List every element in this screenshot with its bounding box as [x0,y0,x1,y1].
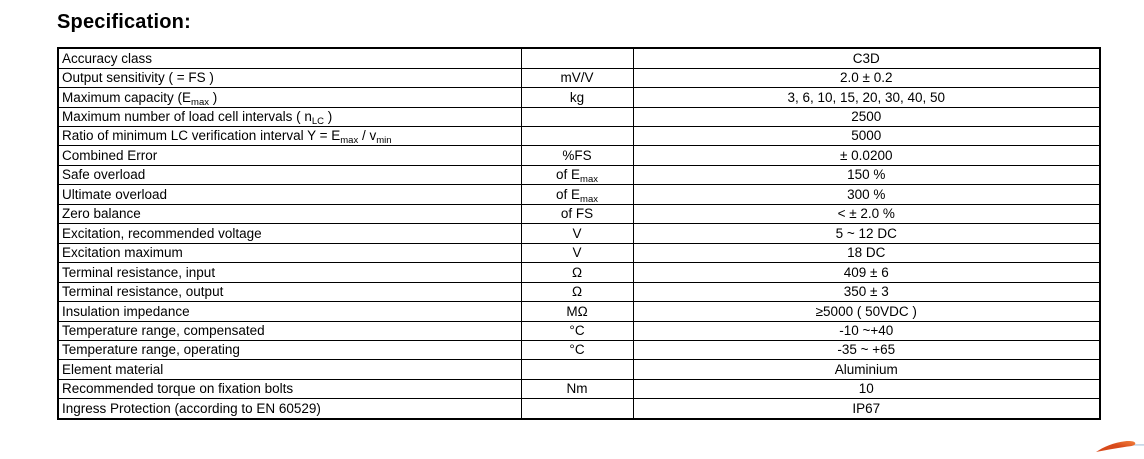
page-title: Specification: [57,11,191,33]
spec-value-cell: 5 ~ 12 DC [632,223,1101,244]
spec-unit-cell [520,398,634,420]
spec-unit-cell: V [520,223,634,244]
spec-value-cell: 10 [632,378,1101,400]
spec-label-cell: Safe overload [57,164,522,186]
spec-unit-cell: mV/V [520,67,634,89]
spec-label-cell: Element material [57,359,522,380]
table-row: Maximum number of load cell intervals ( … [57,106,1101,127]
table-row: Accuracy class C3D [57,47,1101,69]
spec-value-cell: -35 ~ +65 [632,339,1101,361]
spec-value-cell: Aluminium [632,359,1101,380]
spec-value-cell: 5000 [632,125,1101,147]
spec-label-cell: Ultimate overload [57,184,522,205]
table-row: Combined Error %FS ± 0.0200 [57,145,1101,166]
spec-unit-cell: %FS [520,145,634,166]
spec-label-cell: Ratio of minimum LC verification interva… [57,125,522,147]
table-row: Zero balance of FS < ± 2.0 % [57,203,1101,225]
spec-unit-cell [520,106,634,127]
brand-swoosh-icon [1094,437,1144,454]
spec-label-cell: Ingress Protection (according to EN 6052… [57,398,522,420]
spec-value-cell: 300 % [632,184,1101,205]
spec-unit-cell: Nm [520,378,634,400]
table-row: Safe overload of Emax 150 % [57,164,1101,186]
spec-label-cell: Zero balance [57,203,522,225]
table-row: Ratio of minimum LC verification interva… [57,125,1101,147]
spec-unit-cell: kg [520,87,634,108]
spec-unit-cell: of Emax [520,184,634,205]
spec-unit-cell [520,47,634,69]
spec-label-cell: Combined Error [57,145,522,166]
spec-unit-cell: of Emax [520,164,634,186]
spec-value-cell: 18 DC [632,242,1101,264]
spec-label-cell: Maximum number of load cell intervals ( … [57,106,522,127]
spec-unit-cell: Ω [520,281,634,303]
spec-label-cell: Recommended torque on fixation bolts [57,378,522,400]
spec-label-cell: Terminal resistance, input [57,262,522,283]
specification-table: Accuracy class C3D Output sensitivity ( … [57,47,1101,420]
spec-unit-cell: Ω [520,262,634,283]
table-row: Output sensitivity ( = FS ) mV/V 2.0 ± 0… [57,67,1101,89]
spec-unit-cell: of FS [520,203,634,225]
spec-value-cell: 350 ± 3 [632,281,1101,303]
table-row: Ingress Protection (according to EN 6052… [57,398,1101,420]
spec-label-cell: Temperature range, compensated [57,320,522,341]
spec-value-cell: ≥5000 ( 50VDC ) [632,301,1101,322]
table-row: Temperature range, operating °C -35 ~ +6… [57,339,1101,361]
table-row: Recommended torque on fixation bolts Nm … [57,378,1101,400]
spec-label-cell: Insulation impedance [57,301,522,322]
spec-unit-cell: °C [520,339,634,361]
table-row: Terminal resistance, output Ω 350 ± 3 [57,281,1101,303]
spec-label-cell: Excitation, recommended voltage [57,223,522,244]
spec-unit-cell [520,359,634,380]
spec-value-cell: C3D [632,47,1101,69]
spec-label-cell: Temperature range, operating [57,339,522,361]
table-row: Ultimate overload of Emax 300 % [57,184,1101,205]
spec-label-cell: Output sensitivity ( = FS ) [57,67,522,89]
spec-value-cell: IP67 [632,398,1101,420]
spec-value-cell: 3, 6, 10, 15, 20, 30, 40, 50 [632,87,1101,108]
spec-value-cell: 150 % [632,164,1101,186]
spec-value-cell: 2500 [632,106,1101,127]
spec-value-cell: 2.0 ± 0.2 [632,67,1101,89]
spec-label-cell: Terminal resistance, output [57,281,522,303]
table-row: Insulation impedance MΩ ≥5000 ( 50VDC ) [57,301,1101,322]
table-row: Maximum capacity (Emax ) kg 3, 6, 10, 15… [57,87,1101,108]
spec-value-cell: < ± 2.0 % [632,203,1101,225]
spec-value-cell: -10 ~+40 [632,320,1101,341]
spec-unit-cell: V [520,242,634,264]
spec-unit-cell: °C [520,320,634,341]
table-row: Excitation, recommended voltage V 5 ~ 12… [57,223,1101,244]
spec-value-cell: 409 ± 6 [632,262,1101,283]
spec-label-cell: Accuracy class [57,47,522,69]
table-row: Element material Aluminium [57,359,1101,380]
table-row: Terminal resistance, input Ω 409 ± 6 [57,262,1101,283]
spec-unit-cell: MΩ [520,301,634,322]
table-row: Excitation maximum V 18 DC [57,242,1101,264]
spec-table-body: Accuracy class C3D Output sensitivity ( … [57,47,1101,420]
spec-label-cell: Maximum capacity (Emax ) [57,87,522,108]
table-row: Temperature range, compensated °C -10 ~+… [57,320,1101,341]
spec-value-cell: ± 0.0200 [632,145,1101,166]
spec-unit-cell [520,125,634,147]
spec-label-cell: Excitation maximum [57,242,522,264]
